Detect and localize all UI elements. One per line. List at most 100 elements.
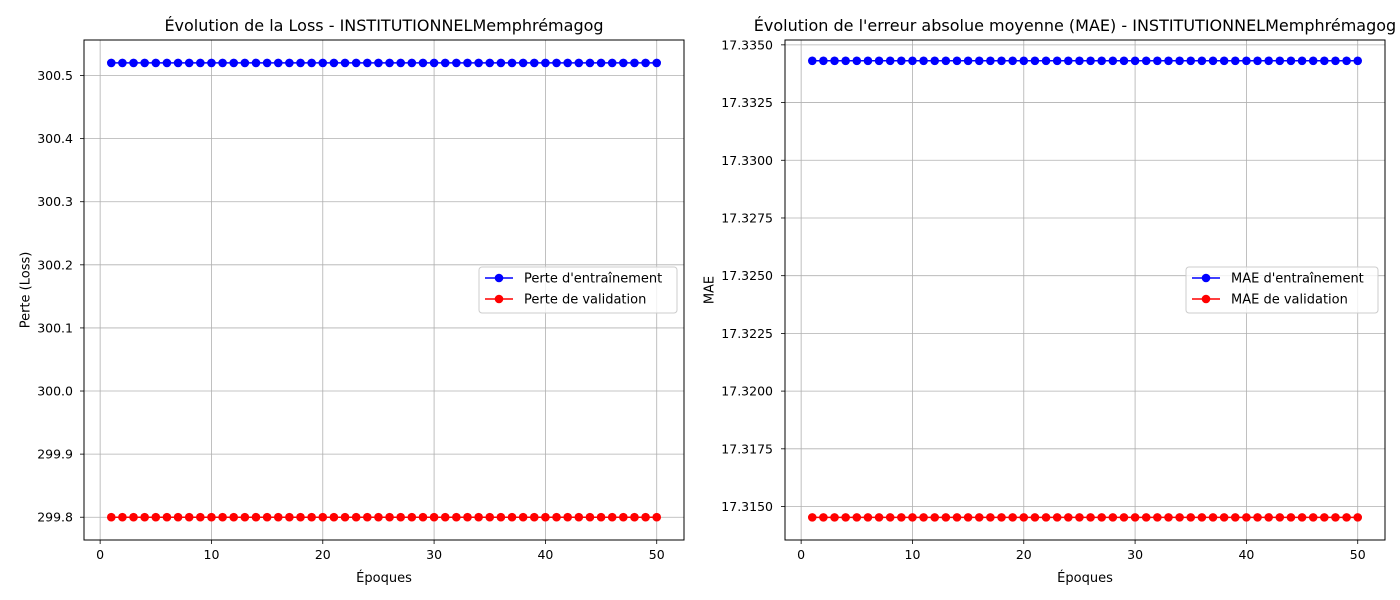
series-1-point <box>474 58 483 68</box>
y-tick-label: 17.3175 <box>721 441 773 456</box>
chart-title: Évolution de l'erreur absolue moyenne (M… <box>754 16 1396 35</box>
series-1-point <box>351 58 361 68</box>
y-tick-label: 300.5 <box>37 68 73 83</box>
series-1-point <box>607 58 617 68</box>
series-2-point <box>207 512 216 522</box>
series-1-point <box>574 58 584 68</box>
series-1-point <box>963 56 973 66</box>
series-2-point <box>841 513 850 522</box>
series-2-point <box>652 512 662 522</box>
series-2-point <box>1275 513 1285 522</box>
series-2-point <box>1097 513 1106 522</box>
series-2-point <box>1208 513 1218 522</box>
series-1-point <box>1208 56 1218 66</box>
x-axis-label: Époques <box>356 570 412 586</box>
y-tick-label: 17.3200 <box>721 384 773 399</box>
series-1-point <box>1264 56 1273 66</box>
series-2-point <box>1331 513 1340 522</box>
series-1-point <box>1242 56 1251 66</box>
series-1-point <box>329 58 339 68</box>
series-1-point <box>997 56 1006 66</box>
series-1-point <box>1119 56 1129 66</box>
series-2-point <box>874 513 884 522</box>
legend-marker-2 <box>494 294 504 304</box>
series-1-point <box>619 58 628 68</box>
series-2-point <box>118 512 127 522</box>
series-1-point <box>1353 56 1363 66</box>
series-1-point <box>106 58 116 68</box>
series-1-point <box>173 58 183 68</box>
series-1-point <box>952 56 962 66</box>
series-1-point <box>196 58 205 68</box>
series-2-point <box>952 513 962 522</box>
series-2-point <box>529 512 539 522</box>
series-1-point <box>285 58 294 68</box>
series-2-point <box>641 512 650 522</box>
series-1-point <box>1108 56 1118 66</box>
series-1-point <box>830 56 839 66</box>
series-2-point <box>574 512 584 522</box>
series-1-point <box>1041 56 1051 66</box>
x-tick-label: 40 <box>537 547 553 562</box>
series-1-point <box>641 58 650 68</box>
series-2-point <box>184 512 194 522</box>
legend-label-1: Perte d'entraînement <box>524 272 662 287</box>
series-1-point <box>452 58 461 68</box>
series-2-point <box>830 513 839 522</box>
series-2-point <box>1286 513 1296 522</box>
series-2-point <box>440 512 450 522</box>
y-tick-label: 300.1 <box>37 320 73 335</box>
series-2-point <box>930 513 940 522</box>
series-2-point <box>296 512 305 522</box>
series-2-point <box>262 512 272 522</box>
series-2-point <box>1008 513 1017 522</box>
series-1-point <box>596 58 606 68</box>
series-1-point <box>340 58 350 68</box>
series-1-point <box>974 56 984 66</box>
series-2-point <box>340 512 350 522</box>
series-1-point <box>807 56 817 66</box>
series-2-point <box>1041 513 1051 522</box>
series-1-point <box>496 58 506 68</box>
series-1-point <box>296 58 305 68</box>
series-2-point <box>1175 513 1184 522</box>
series-1-point <box>1086 56 1095 66</box>
legend-label-1: MAE d'entraînement <box>1231 272 1364 287</box>
series-2-point <box>518 512 528 522</box>
legend-marker-2 <box>1201 294 1211 304</box>
series-2-point <box>140 512 149 522</box>
series-1-point <box>1019 56 1029 66</box>
x-tick-label: 0 <box>797 547 805 562</box>
series-2-point <box>1064 513 1073 522</box>
series-1-point <box>184 58 194 68</box>
series-1-point <box>1175 56 1184 66</box>
series-1-point <box>440 58 450 68</box>
series-1-point <box>207 58 216 68</box>
series-2-point <box>552 512 561 522</box>
series-2-point <box>1019 513 1029 522</box>
series-1-point <box>1320 56 1329 66</box>
y-axis-label: Perte (Loss) <box>19 252 34 329</box>
series-1-point <box>1197 56 1207 66</box>
series-2-point <box>396 512 405 522</box>
series-2-point <box>1030 513 1040 522</box>
series-1-point <box>463 58 472 68</box>
series-1-point <box>1342 56 1351 66</box>
series-2-point <box>1264 513 1273 522</box>
series-2-point <box>908 513 917 522</box>
series-2-point <box>963 513 973 522</box>
series-2-point <box>496 512 506 522</box>
x-tick-label: 0 <box>96 547 104 562</box>
y-tick-label: 17.3300 <box>721 153 773 168</box>
series-1-point <box>385 58 394 68</box>
series-2-point <box>1164 513 1173 522</box>
series-2-point <box>318 512 328 522</box>
series-2-point <box>1219 513 1229 522</box>
series-1-point <box>118 58 127 68</box>
series-2-point <box>596 512 606 522</box>
y-tick-label: 17.3350 <box>721 37 773 52</box>
series-1-point <box>262 58 272 68</box>
series-2-point <box>1353 513 1363 522</box>
series-2-point <box>474 512 483 522</box>
